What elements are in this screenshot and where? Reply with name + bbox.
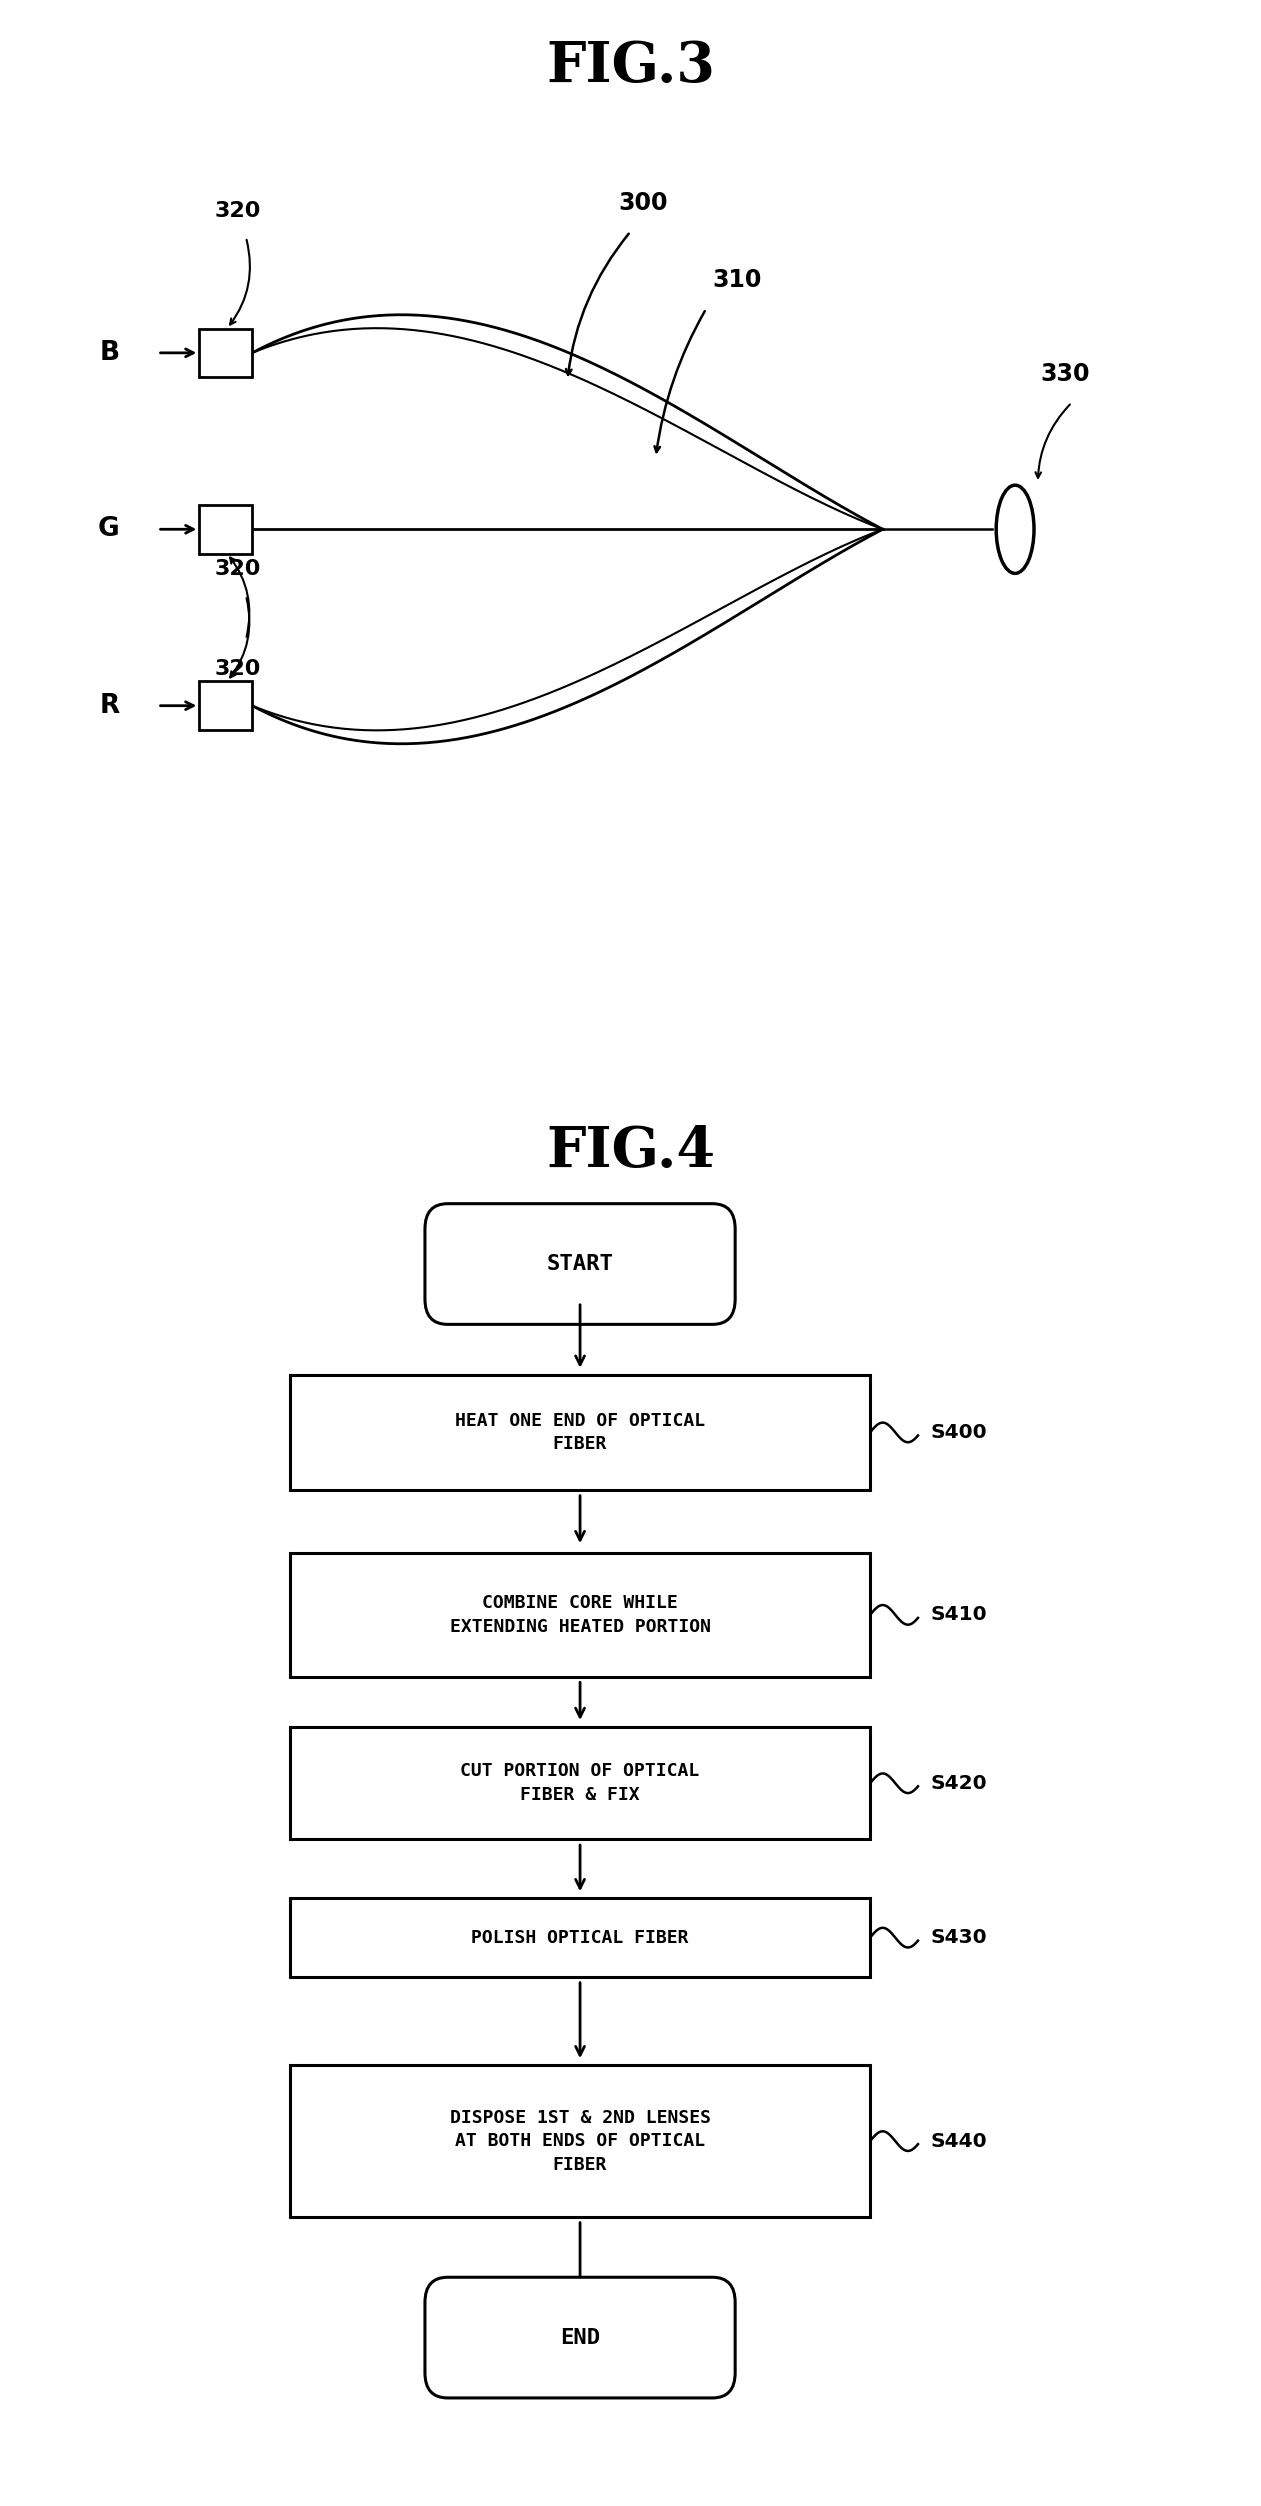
Bar <box>199 328 252 376</box>
Text: S420: S420 <box>931 1774 987 1792</box>
Text: FIG.4: FIG.4 <box>546 1125 715 1180</box>
Text: 330: 330 <box>1040 361 1090 386</box>
Bar <box>290 1376 870 1491</box>
Text: START: START <box>546 1253 614 1273</box>
Text: S430: S430 <box>931 1927 987 1947</box>
Text: FIG.3: FIG.3 <box>546 38 715 93</box>
Text: S440: S440 <box>931 2133 987 2150</box>
Text: COMBINE CORE WHILE
EXTENDING HEATED PORTION: COMBINE CORE WHILE EXTENDING HEATED PORT… <box>450 1594 710 1636</box>
Bar <box>290 1554 870 1677</box>
Bar <box>290 1900 870 1977</box>
Text: DISPOSE 1ST & 2ND LENSES
AT BOTH ENDS OF OPTICAL
FIBER: DISPOSE 1ST & 2ND LENSES AT BOTH ENDS OF… <box>450 2108 710 2173</box>
Text: 310: 310 <box>712 268 762 293</box>
Text: R: R <box>100 692 120 719</box>
Text: G: G <box>98 516 120 541</box>
Text: S400: S400 <box>931 1423 987 1441</box>
Text: END: END <box>560 2328 600 2348</box>
Bar <box>199 506 252 554</box>
Text: CUT PORTION OF OPTICAL
FIBER & FIX: CUT PORTION OF OPTICAL FIBER & FIX <box>460 1762 700 1804</box>
Text: 300: 300 <box>618 190 668 216</box>
FancyBboxPatch shape <box>425 2278 735 2398</box>
Text: B: B <box>100 341 120 366</box>
Text: S410: S410 <box>931 1606 987 1624</box>
Text: HEAT ONE END OF OPTICAL
FIBER: HEAT ONE END OF OPTICAL FIBER <box>455 1411 705 1453</box>
Text: 320: 320 <box>214 200 261 221</box>
Text: POLISH OPTICAL FIBER: POLISH OPTICAL FIBER <box>472 1930 689 1947</box>
FancyBboxPatch shape <box>425 1203 735 1323</box>
Bar <box>199 682 252 729</box>
Bar <box>290 2065 870 2218</box>
Bar <box>290 1727 870 1839</box>
Text: 320: 320 <box>214 559 261 579</box>
Text: 320: 320 <box>214 659 261 679</box>
Ellipse shape <box>996 486 1034 574</box>
